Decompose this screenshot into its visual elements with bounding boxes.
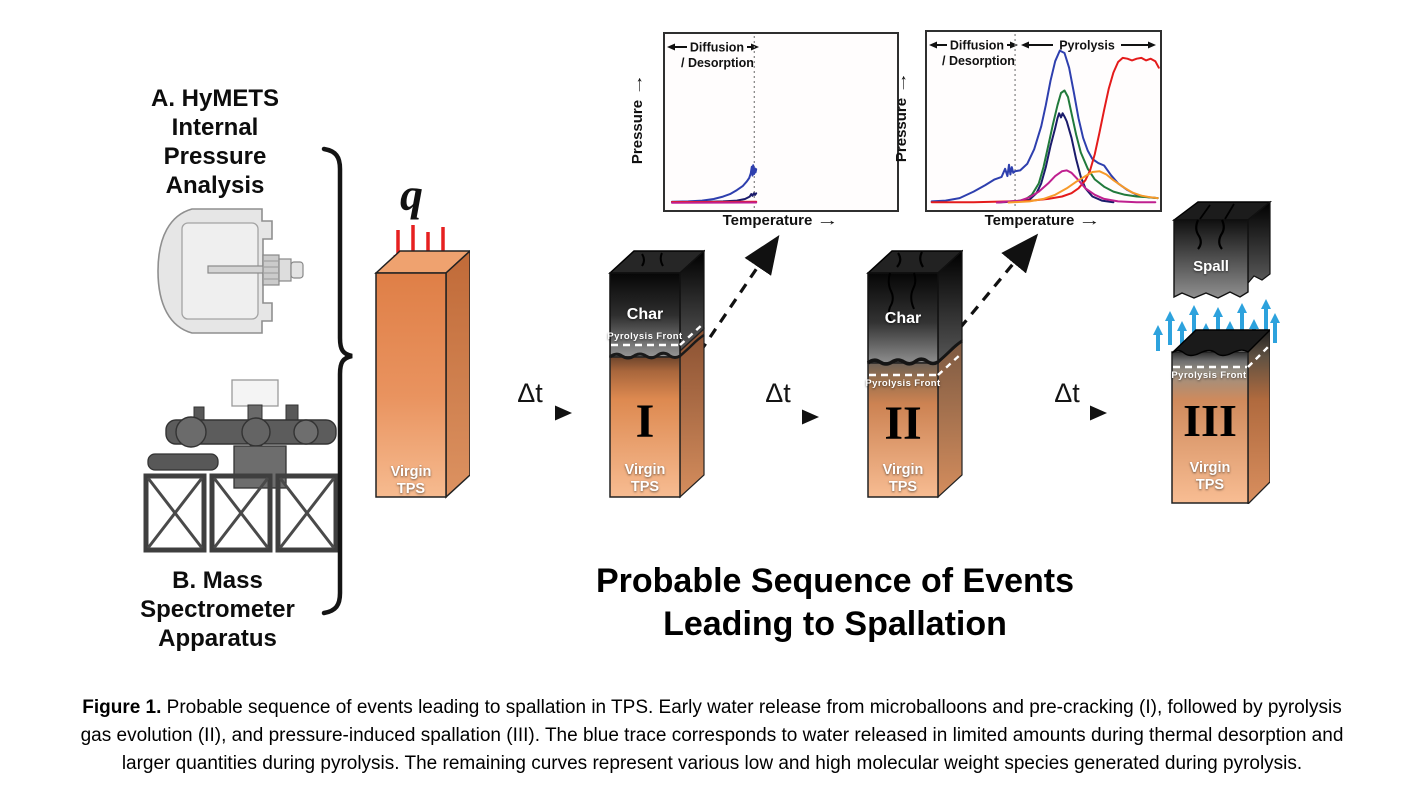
pressure-axis-arrow-icon: → (893, 70, 911, 94)
curve-species-navy- (995, 112, 1115, 204)
char-label-stage2: Char (884, 310, 922, 327)
delta-t-arrow-icon (497, 405, 572, 421)
stage3-numeral: III (1183, 395, 1237, 446)
delta-t-arrow-icon (1032, 405, 1107, 421)
pressure-axis-arrow-icon: → (629, 72, 647, 96)
chart2-region-left-label2: / Desorption (942, 54, 1015, 68)
curve-species-magenta- (995, 169, 1157, 204)
curve-species-high-molecular-weight-red- (930, 56, 1160, 204)
spall-label: Spall (1193, 258, 1229, 275)
virgin-tps-label-stage2: Virgin TPS (882, 462, 924, 495)
delta-t-label-1: Δt (517, 378, 543, 408)
caption-line1: Figure 1. Probable sequence of events le… (82, 697, 1342, 718)
pyrolysis-front-label-stage3: Pyrolysis Front (1171, 370, 1247, 381)
delta-t-label-3: Δt (1054, 378, 1080, 408)
diagram-title-line2: Leading to Spallation (663, 605, 1007, 643)
stage2-numeral: II (884, 397, 922, 450)
chart1-x-axis-label: Temperature → (722, 212, 840, 229)
tps-block-stage3-graphic (1171, 329, 1270, 504)
delta-t-arrow-icon (744, 409, 819, 425)
apparatus-a-label: A. HyMETS Internal Pressure Analysis (150, 85, 279, 199)
virgin-tps-label: Virgin TPS (390, 464, 432, 497)
chart1-region-left-label2: / Desorption (681, 56, 754, 70)
pyrolysis-front-label-stage1: Pyrolysis Front (607, 331, 683, 342)
caption-line2: gas evolution (II), and pressure-induced… (80, 725, 1344, 746)
pyrolysis-front-label-stage2: Pyrolysis Front (865, 378, 941, 389)
stage1-numeral: I (635, 395, 655, 448)
curve-water-blue-trace- (671, 164, 758, 203)
tps-block-stage2-graphic (866, 249, 963, 499)
chart1-region-left-label: Diffusion (690, 41, 744, 55)
delta-t-label-2: Δt (765, 378, 791, 408)
hymets-pressure-probe-illustration (157, 208, 304, 334)
spall-fragment-graphic (1171, 200, 1272, 299)
dashed-connector-stage2-to-chart2 (958, 233, 1039, 330)
chart1-y-axis-label: Pressure→ (629, 72, 647, 164)
figure-caption: Figure 1. Probable sequence of events le… (0, 694, 1424, 778)
diagram-title-line1: Probable Sequence of Events (595, 562, 1075, 600)
chart2-region-right-label: Pyrolysis (1059, 39, 1115, 53)
chart2-y-axis-label: Pressure→ (893, 70, 911, 162)
tps-block-stage1-graphic (608, 249, 705, 499)
temperature-axis-arrow-icon: → (1078, 212, 1102, 229)
chart2-x-axis-label: Temperature → (984, 212, 1102, 229)
chart2-region-left-label: Diffusion (950, 39, 1004, 53)
tps-block-virgin-graphic (374, 249, 470, 499)
dashed-connector-stage1-to-chart1 (698, 235, 780, 353)
curve-species-orange- (1007, 170, 1159, 204)
figure-number-label: Figure 1. (82, 697, 162, 718)
curve-water-blue-trace- (930, 49, 1159, 203)
virgin-tps-label-stage3: Virgin TPS (1189, 460, 1231, 493)
apparatus-b-label: B. Mass Spectrometer Apparatus (140, 567, 295, 652)
temperature-axis-arrow-icon: → (816, 212, 840, 229)
caption-line3: larger quantities during pyrolysis. The … (121, 753, 1303, 774)
chart2-diffusion-pyrolysis: Diffusion / Desorption Pyrolysis (925, 30, 1162, 212)
virgin-tps-label-stage1: Virgin TPS (624, 462, 666, 495)
chart1-diffusion-desorption: Diffusion / Desorption (663, 32, 899, 212)
curve-species-green- (995, 89, 1159, 204)
diagram-title: Probable Sequence of Events Leading to S… (460, 560, 1210, 646)
char-label-stage1: Char (626, 306, 664, 323)
mass-spectrometer-illustration (143, 379, 339, 553)
heat-flux-q-label: q (400, 169, 423, 220)
